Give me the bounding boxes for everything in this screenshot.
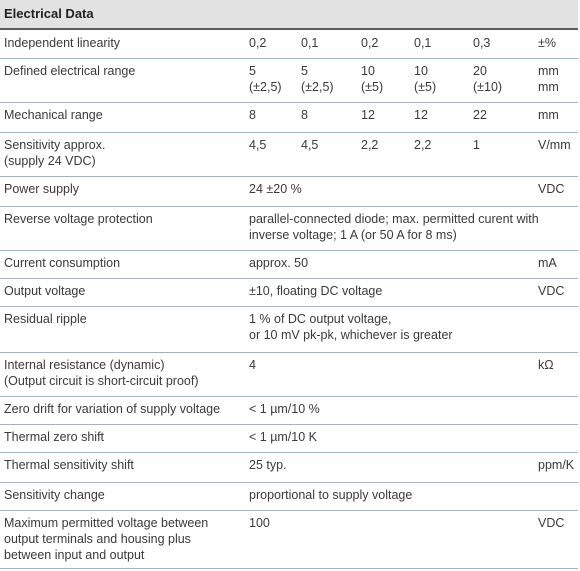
table-row: Mechanical range 8 8 12 12 22 mm [0, 102, 578, 133]
row-label: Reverse voltage protection [4, 212, 153, 226]
table-row: Zero drift for variation of supply volta… [0, 396, 578, 425]
value-cell: 10 (±5) [361, 64, 384, 94]
value-cell: 8 [249, 108, 256, 122]
row-label: Internal resistance (dynamic) (Output ci… [4, 358, 199, 388]
row-label: Thermal sensitivity shift [4, 458, 134, 472]
value-text: proportional to supply voltage [249, 488, 413, 502]
value-cell: 10 (±5) [414, 64, 437, 94]
value-cell: 1 [473, 138, 480, 152]
table-row: Defined electrical range 5 (±2,5) 5 (±2,5)… [0, 58, 578, 103]
table-row: Independent linearity 0,2 0,1 0,2 0,1 0,3 ±% [0, 30, 578, 59]
unit-cell: V/mm [538, 138, 571, 152]
row-label: Maximum permitted voltage between output… [4, 516, 209, 562]
value-cell: 8 [301, 108, 308, 122]
unit-cell: ±% [538, 36, 556, 50]
unit-cell: VDC [538, 516, 565, 530]
row-label: Sensitivity change [4, 488, 105, 502]
value-text: 1 % of DC output voltage, or 10 mV pk-pk… [249, 312, 453, 342]
row-label: Zero drift for variation of supply volta… [4, 402, 221, 416]
value-cell: 4,5 [301, 138, 319, 152]
value-cell: 0,2 [361, 36, 379, 50]
table-row: Residual ripple 1 % of DC output voltage,… [0, 306, 578, 353]
value-text: 25 typ. [249, 458, 287, 472]
value-cell: 12 [414, 108, 428, 122]
unit-cell: ppm/K [538, 458, 575, 472]
value-text: 4 [249, 358, 256, 372]
table-row: Current consumption approx. 50 mA [0, 250, 578, 279]
table-row: Thermal sensitivity shift 25 typ. ppm/K [0, 452, 578, 483]
value-cell: 2,2 [361, 138, 379, 152]
value-cell: 0,1 [414, 36, 432, 50]
row-label: Output voltage [4, 284, 86, 298]
row-label: Defined electrical range [4, 64, 136, 78]
unit-cell: VDC [538, 284, 565, 298]
unit-cell: VDC [538, 182, 565, 196]
value-cell: 5 (±2,5) [301, 64, 334, 94]
unit-cell: mm mm [538, 64, 559, 94]
table-title: Electrical Data [4, 6, 94, 21]
unit-cell: mm [538, 108, 559, 122]
table-row: Sensitivity approx. (supply 24 VDC) 4,5 4,… [0, 132, 578, 177]
row-label: Independent linearity [4, 36, 121, 50]
table-row: Reverse voltage protection parallel-conne… [0, 206, 578, 251]
row-label: Sensitivity approx. (supply 24 VDC) [4, 138, 106, 168]
value-cell: 0,2 [249, 36, 267, 50]
value-cell: 20 (±10) [473, 64, 503, 94]
value-cell: 0,1 [301, 36, 319, 50]
table-row: Sensitivity change proportional to supply… [0, 482, 578, 511]
value-cell: 5 (±2,5) [249, 64, 282, 94]
value-cell: 12 [361, 108, 375, 122]
row-label: Thermal zero shift [4, 430, 105, 444]
unit-cell: kΩ [538, 358, 554, 372]
value-text: approx. 50 [249, 256, 309, 270]
value-cell: 22 [473, 108, 487, 122]
value-cell: 2,2 [414, 138, 432, 152]
value-text: parallel-connected diode; max. permitted… [249, 212, 539, 242]
row-label: Residual ripple [4, 312, 87, 326]
value-text: < 1 µm/10 K [249, 430, 317, 444]
value-text: < 1 µm/10 % [249, 402, 320, 416]
table-row: Thermal zero shift < 1 µm/10 K [0, 424, 578, 453]
unit-cell: mA [538, 256, 557, 270]
value-text: 24 ±20 % [249, 182, 302, 196]
row-label: Current consumption [4, 256, 121, 270]
table-row: Internal resistance (dynamic) (Output ci… [0, 352, 578, 397]
table-row: Output voltage ±10, floating DC voltage VD… [0, 278, 578, 307]
table-header: Electrical Data [0, 0, 578, 30]
value-cell: 4,5 [249, 138, 267, 152]
row-label: Power supply [4, 182, 80, 196]
table-row: Maximum permitted voltage between output… [0, 510, 578, 569]
value-text: 100 [249, 516, 270, 530]
value-text: ±10, floating DC voltage [249, 284, 383, 298]
row-label: Mechanical range [4, 108, 103, 122]
value-cell: 0,3 [473, 36, 491, 50]
table-row: Power supply 24 ±20 % VDC [0, 176, 578, 207]
